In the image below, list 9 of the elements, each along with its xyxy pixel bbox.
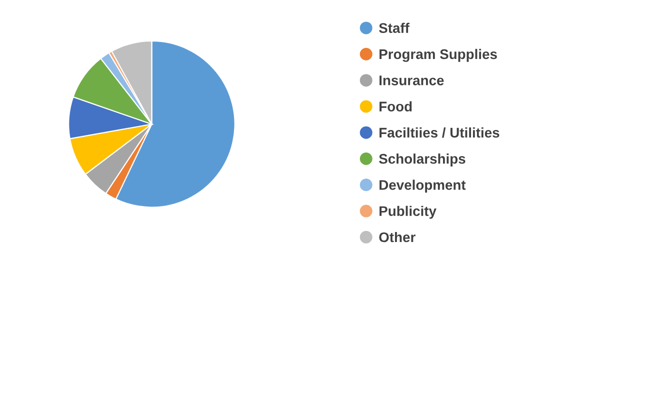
legend-label: Staff [379, 22, 410, 33]
legend-label: Publicity [380, 206, 436, 219]
legend-label: Program Supplies [380, 48, 497, 62]
legend-label: Development [380, 180, 466, 193]
legend-label: Food [380, 101, 412, 112]
legend-label: Insurance [380, 76, 444, 86]
legend-label: Scholarships [379, 154, 466, 166]
legend-label: Other [379, 232, 416, 242]
legend-label: Faciltiies / Utilities [380, 127, 500, 138]
